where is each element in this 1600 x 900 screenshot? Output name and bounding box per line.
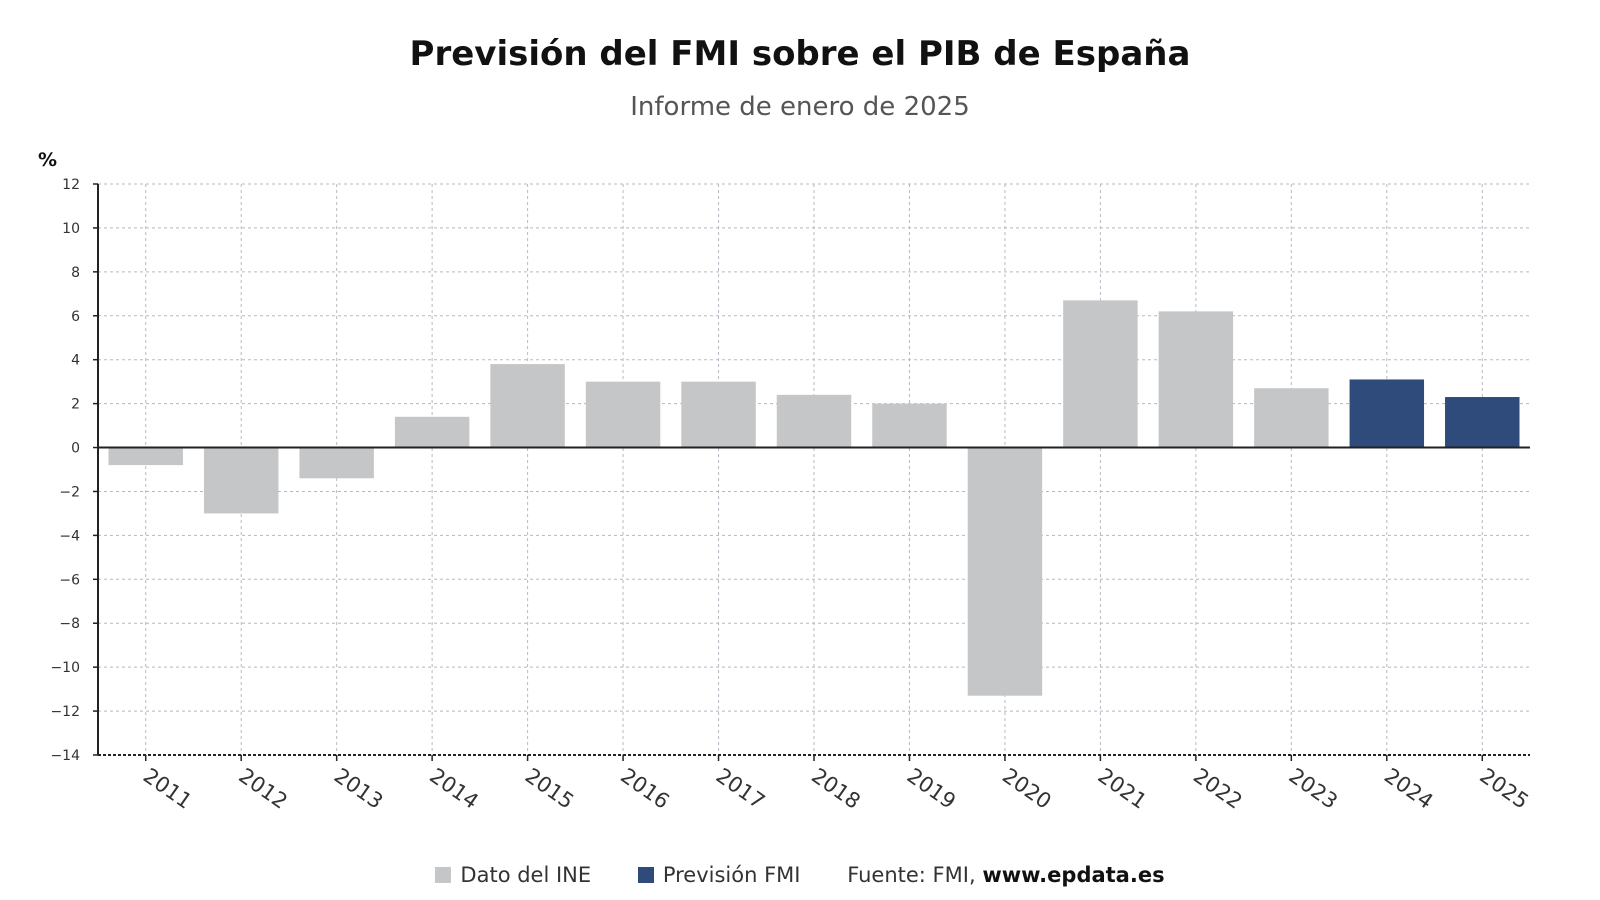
x-tick-label-2018: 2018 xyxy=(807,763,865,813)
x-tick-label-2017: 2017 xyxy=(712,763,770,813)
bar-2025 xyxy=(1445,397,1520,448)
source-note: Fuente: FMI, www.epdata.es xyxy=(847,863,1164,887)
legend-item-fmi: Previsión FMI xyxy=(637,863,801,887)
y-tick-label-0: 12 xyxy=(62,177,80,193)
y-tick-label-10: −8 xyxy=(59,616,80,632)
y-tick-label-2: 8 xyxy=(71,265,80,281)
legend-label-fmi: Previsión FMI xyxy=(662,863,801,887)
x-tick-label-2022: 2022 xyxy=(1189,763,1247,813)
chart-title: Previsión del FMI sobre el PIB de España xyxy=(409,34,1191,74)
legend-swatch-ine xyxy=(435,867,452,883)
x-tick-label-2015: 2015 xyxy=(521,763,579,813)
legend-swatch-fmi xyxy=(637,867,654,883)
x-tick-label-2024: 2024 xyxy=(1380,763,1438,813)
y-tick-label-12: −12 xyxy=(50,704,80,720)
x-tick-label-2013: 2013 xyxy=(330,763,388,813)
source-link[interactable]: www.epdata.es xyxy=(982,863,1165,887)
y-tick-label-4: 4 xyxy=(71,353,80,369)
x-tick-label-2019: 2019 xyxy=(903,763,961,813)
bar-2024 xyxy=(1349,379,1425,448)
bar-2021 xyxy=(1063,300,1138,448)
bar-2022 xyxy=(1158,311,1234,448)
y-tick-label-6: 0 xyxy=(71,441,80,457)
bar-2015 xyxy=(490,364,565,448)
bar-2018 xyxy=(776,394,852,448)
y-tick-label-5: 2 xyxy=(71,397,80,413)
x-tick-label-2025: 2025 xyxy=(1475,763,1533,813)
legend: Dato del INE Previsión FMI Fuente: FMI, … xyxy=(0,862,1600,887)
y-tick-label-9: −6 xyxy=(59,572,80,588)
bar-2011 xyxy=(108,447,183,466)
x-tick-label-2011: 2011 xyxy=(139,763,197,813)
y-tick-label-3: 6 xyxy=(71,309,80,325)
bar-2013 xyxy=(299,447,374,479)
x-tick-label-2021: 2021 xyxy=(1094,763,1152,813)
bar-2012 xyxy=(203,447,279,514)
x-tick-label-2012: 2012 xyxy=(234,763,292,813)
bar-2017 xyxy=(681,381,756,448)
bars xyxy=(108,300,1520,696)
y-tick-label-8: −4 xyxy=(59,528,80,544)
x-tick-label-2020: 2020 xyxy=(998,763,1056,813)
x-tick-labels: 2011 2012 2013 2014 2015 2016 2017 2018 2019 2020… xyxy=(139,755,1533,814)
bar-2016 xyxy=(585,381,661,448)
chart-subtitle: Informe de enero de 2025 xyxy=(630,92,970,122)
y-tick-labels: 12 10 8 6 4 2 0 −2 −4 −6 −8 −10 −12 −14 xyxy=(50,177,98,764)
source-prefix: Fuente: FMI, xyxy=(847,863,976,887)
x-tick-label-2023: 2023 xyxy=(1284,763,1342,813)
bar-2020 xyxy=(967,447,1043,696)
y-tick-label-13: −14 xyxy=(50,748,80,764)
y-tick-label-1: 10 xyxy=(62,221,80,237)
bar-2014 xyxy=(394,416,470,448)
y-tick-label-7: −2 xyxy=(59,484,80,500)
x-tick-label-2016: 2016 xyxy=(616,763,674,813)
bar-2019 xyxy=(872,403,947,448)
x-tick-label-2014: 2014 xyxy=(425,763,483,813)
y-tick-label-11: −10 xyxy=(50,660,80,676)
legend-item-ine: Dato del INE xyxy=(435,863,591,887)
grid-lines xyxy=(98,183,1530,755)
y-axis-unit-label: % xyxy=(38,149,57,171)
legend-label-ine: Dato del INE xyxy=(460,863,592,887)
bar-2023 xyxy=(1254,388,1329,448)
